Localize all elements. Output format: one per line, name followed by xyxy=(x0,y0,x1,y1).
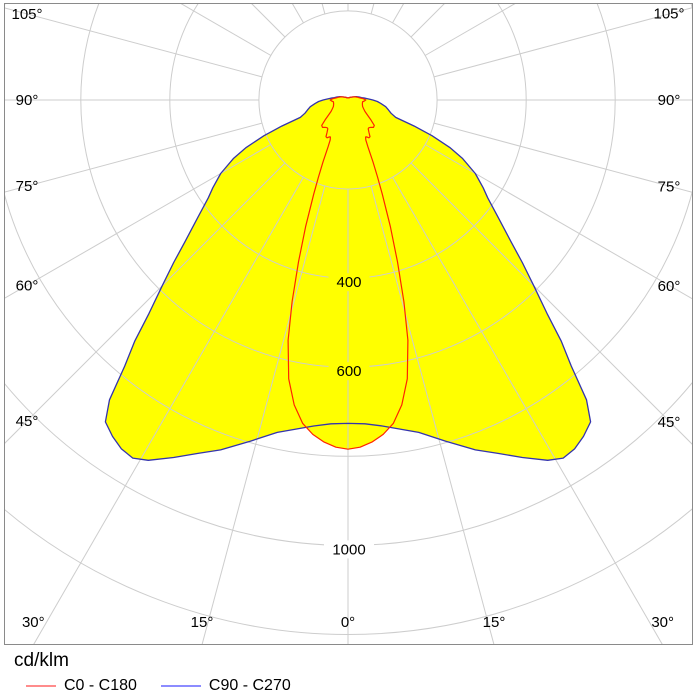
angle-label-right-30: 30° xyxy=(651,614,674,631)
angle-label-right-15: 15° xyxy=(483,614,506,631)
ring-label-bg-600 xyxy=(328,362,370,381)
curve-c0-c180 xyxy=(287,96,409,450)
angle-label-right-45: 45° xyxy=(658,414,681,431)
unit-label: cd/klm xyxy=(14,650,69,671)
legend-label-c90-c270: C90 - C270 xyxy=(208,677,291,694)
curve-c90-c270 xyxy=(104,96,592,461)
grid-radial-195 xyxy=(321,3,326,15)
angle-label-right-105: 105° xyxy=(653,6,684,23)
angle-label-right-60: 60° xyxy=(658,278,681,295)
angle-label-left-30: 30° xyxy=(22,614,45,631)
angle-label-left-15: 15° xyxy=(191,614,214,631)
grid-radial-300 xyxy=(4,144,272,300)
plot-border xyxy=(4,3,693,645)
grid-radial-105 xyxy=(433,6,693,78)
grid-radial-255 xyxy=(4,7,263,78)
angle-label-left-75: 75° xyxy=(16,178,39,195)
angle-label-left-60: 60° xyxy=(16,277,39,294)
grid-radial-315 xyxy=(4,162,286,445)
legend-line-c90-c270 xyxy=(160,685,201,687)
grid-radial-15 xyxy=(370,185,495,645)
grid-radial-330 xyxy=(32,176,304,645)
grid-radial-60 xyxy=(424,144,693,300)
legend: cd/klm C0 - C180 C90 - C270 xyxy=(0,648,697,700)
polar-chart: 400 600 1000 0° 15° 15° 30° 30° 45° 45° 60° 60° 75° 7… xyxy=(4,3,693,645)
ring-label-600: 600 xyxy=(336,363,361,380)
legend-label-c0-c180: C0 - C180 xyxy=(64,677,137,694)
ring-label-bg-1000 xyxy=(324,540,374,559)
angle-label-right-90: 90° xyxy=(658,92,681,109)
grid-radial-75 xyxy=(433,122,693,194)
ring-label-1000: 1000 xyxy=(332,541,365,558)
grid-radial-45 xyxy=(410,162,693,446)
grid-radial-165 xyxy=(370,3,375,15)
angle-label-left-90: 90° xyxy=(16,92,39,109)
angle-label-left-105: 105° xyxy=(11,6,42,23)
legend-row: C0 - C180 C90 - C270 xyxy=(26,677,291,694)
grid-radial-30 xyxy=(392,176,664,645)
angle-label-left-45: 45° xyxy=(16,413,39,430)
grid-radial-345 xyxy=(201,185,326,645)
plot-area: 400 600 1000 xyxy=(4,3,693,645)
legend-line-c0-c180 xyxy=(26,685,56,687)
angle-label-right-75: 75° xyxy=(658,178,681,195)
grid-radial-285 xyxy=(4,122,263,193)
ring-label-bg-400 xyxy=(328,273,370,292)
angle-label-right-0: 0° xyxy=(341,614,355,631)
ring-label-400: 400 xyxy=(336,274,361,291)
